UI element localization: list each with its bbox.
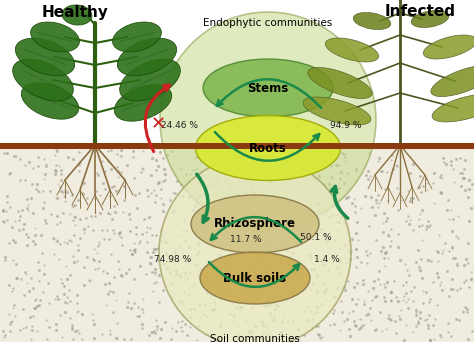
Text: Healthy: Healthy [42, 4, 109, 19]
Ellipse shape [200, 252, 310, 304]
Ellipse shape [13, 59, 73, 101]
Text: 74.98 %: 74.98 % [155, 255, 191, 264]
Ellipse shape [423, 35, 474, 59]
Ellipse shape [118, 38, 177, 76]
Ellipse shape [195, 116, 340, 181]
Text: Infected: Infected [384, 4, 456, 19]
Circle shape [159, 156, 351, 342]
Bar [0, 147, 474, 342]
Ellipse shape [62, 5, 92, 25]
Ellipse shape [303, 97, 371, 125]
Text: 94.9 %: 94.9 % [330, 120, 362, 130]
Ellipse shape [191, 195, 319, 253]
Text: 1.4 %: 1.4 % [314, 255, 340, 264]
Bar [0, 0, 474, 147]
Ellipse shape [119, 59, 181, 101]
Text: Stems: Stems [247, 81, 289, 94]
Text: Roots: Roots [249, 142, 287, 155]
Text: ✕: ✕ [150, 115, 165, 133]
Bar [0, 143, 474, 149]
Ellipse shape [353, 12, 391, 29]
Ellipse shape [431, 65, 474, 96]
Ellipse shape [113, 22, 162, 52]
Text: Endophytic communities: Endophytic communities [203, 18, 333, 28]
Ellipse shape [114, 85, 172, 121]
Ellipse shape [325, 38, 379, 62]
Circle shape [160, 12, 376, 228]
Ellipse shape [411, 11, 449, 28]
Ellipse shape [31, 22, 80, 52]
Text: Rhizosphere: Rhizosphere [214, 218, 296, 231]
Ellipse shape [15, 38, 75, 76]
Ellipse shape [203, 59, 333, 117]
Ellipse shape [21, 83, 79, 119]
Text: 50.1 %: 50.1 % [300, 234, 332, 242]
Text: 11.7 %: 11.7 % [230, 236, 262, 245]
Text: 24.46 %: 24.46 % [162, 120, 199, 130]
Ellipse shape [308, 67, 372, 98]
Text: Soil communities: Soil communities [210, 334, 300, 342]
Ellipse shape [432, 94, 474, 122]
Text: Bulk soils: Bulk soils [223, 272, 287, 285]
